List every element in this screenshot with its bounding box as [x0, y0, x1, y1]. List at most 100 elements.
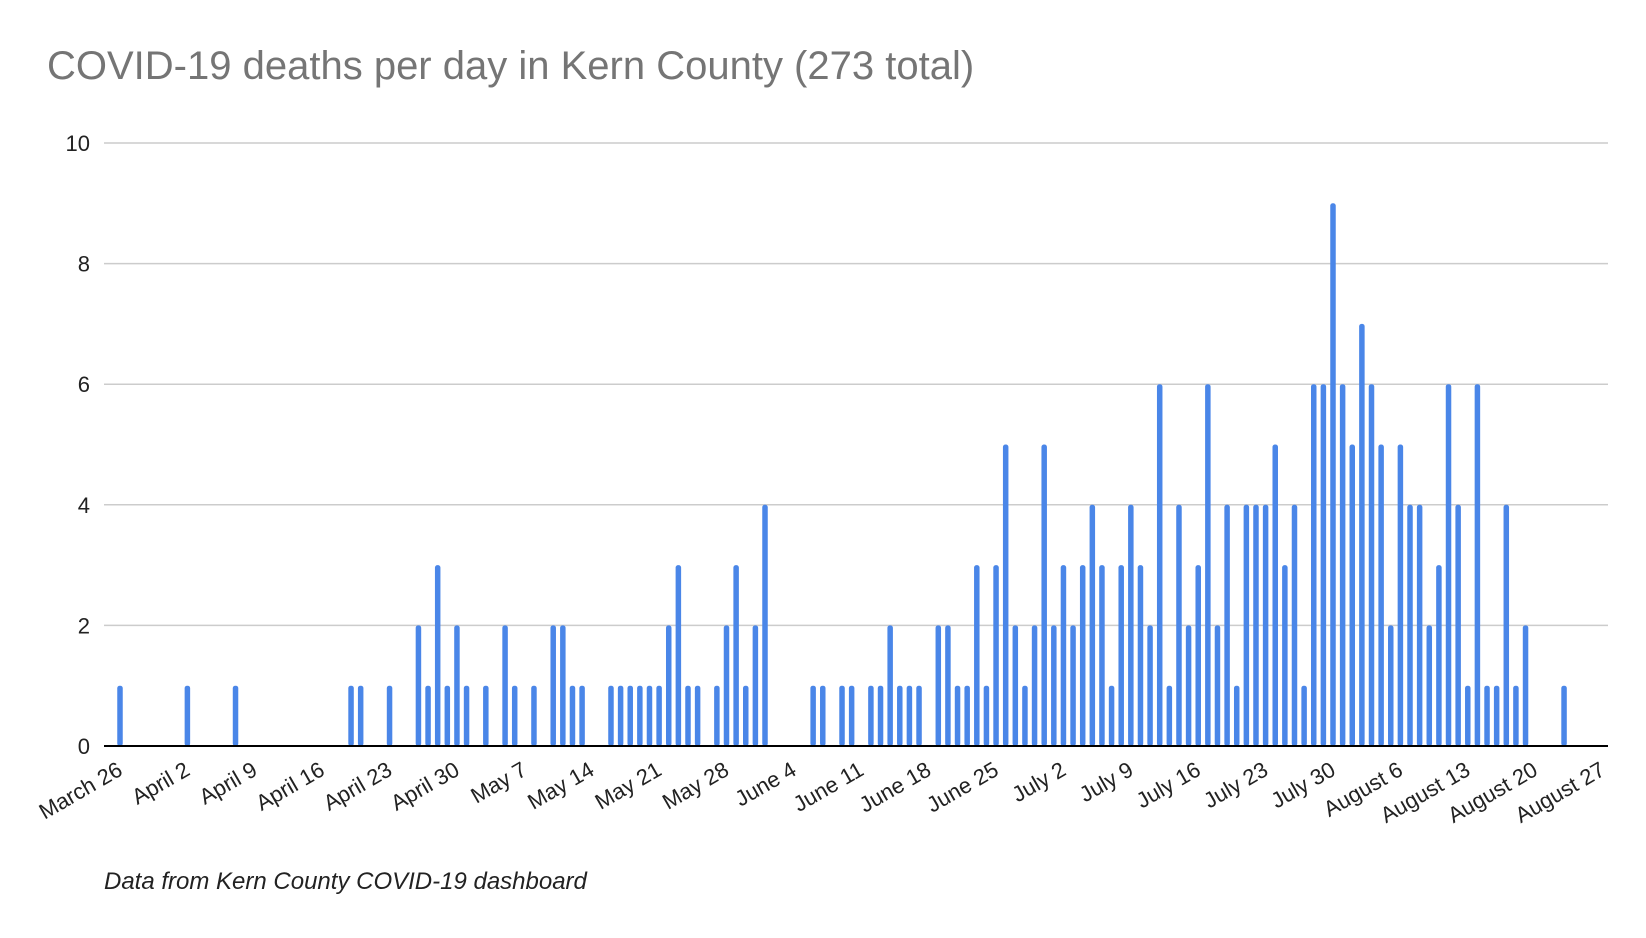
- x-tick-label: June 11: [789, 757, 868, 817]
- bar: [974, 565, 980, 746]
- bar: [1436, 565, 1442, 746]
- bar: [1224, 504, 1230, 746]
- bar: [983, 685, 990, 746]
- x-tick-label: June 18: [855, 757, 935, 818]
- bar: [1301, 685, 1307, 746]
- bar: [637, 685, 643, 746]
- bars: [117, 203, 1567, 747]
- bar: [415, 625, 422, 746]
- bar: [1388, 625, 1394, 746]
- bar: [1041, 444, 1047, 746]
- bar: [1349, 444, 1356, 746]
- bar: [1445, 384, 1452, 746]
- bar: [694, 685, 701, 746]
- x-tick-label: June 4: [731, 757, 801, 812]
- bar: [964, 685, 970, 746]
- bar: [608, 685, 614, 746]
- bar: [1176, 504, 1182, 746]
- bar: [1012, 625, 1019, 746]
- x-tick-label: May 7: [466, 757, 530, 809]
- x-tick-label: March 26: [35, 757, 127, 825]
- x-tick-label: April 2: [127, 757, 194, 810]
- bar: [733, 565, 739, 746]
- y-tick-label: 0: [78, 734, 90, 759]
- bar: [1147, 625, 1153, 746]
- x-tick-label: July 9: [1075, 757, 1137, 807]
- bar: [723, 625, 730, 746]
- bar: [1243, 504, 1250, 746]
- bar: [1503, 504, 1510, 746]
- bar: [1513, 685, 1519, 746]
- bar: [1108, 685, 1115, 746]
- bar: [627, 685, 633, 746]
- bar: [1330, 203, 1336, 747]
- bar: [646, 685, 653, 746]
- bar: [502, 625, 508, 746]
- bar: [848, 685, 855, 746]
- x-tick-label: July 2: [1008, 757, 1070, 807]
- bar: [810, 685, 816, 746]
- bar: [1253, 504, 1259, 746]
- bar: [1282, 565, 1288, 746]
- bar: [425, 685, 431, 746]
- bar: [743, 685, 749, 746]
- bar: [579, 685, 585, 746]
- bar: [1205, 384, 1211, 746]
- bar: [1426, 625, 1433, 746]
- bar: [1368, 384, 1375, 746]
- bar: [916, 685, 922, 746]
- bar: [1195, 565, 1201, 746]
- bar: [550, 625, 556, 746]
- bar: [1128, 504, 1134, 746]
- bar: [762, 504, 768, 746]
- bar: [877, 685, 884, 746]
- bar: [1378, 444, 1384, 746]
- y-tick-label: 10: [66, 131, 90, 156]
- bar: [463, 685, 470, 746]
- bar: [887, 625, 893, 746]
- x-tick-label: July 16: [1132, 757, 1205, 814]
- bar: [656, 685, 662, 746]
- bar: [1310, 384, 1317, 746]
- bar: [117, 685, 123, 746]
- x-tick-label: April 9: [195, 757, 262, 810]
- bar: [1185, 625, 1192, 746]
- x-tick-label: June 25: [922, 757, 1002, 818]
- bar: [1002, 444, 1009, 746]
- bar: [348, 685, 354, 746]
- y-tick-label: 6: [78, 372, 90, 397]
- bar: [714, 685, 720, 746]
- bar: [906, 685, 913, 746]
- x-tick-label: May 28: [658, 757, 733, 815]
- bar: [820, 685, 826, 746]
- bar: [752, 625, 759, 746]
- bar: [675, 565, 682, 746]
- y-tick-label: 2: [78, 613, 90, 638]
- bar: [617, 685, 624, 746]
- bar: [1166, 685, 1173, 746]
- bar: [569, 685, 576, 746]
- bar: [839, 685, 845, 746]
- bar: [232, 685, 239, 746]
- bar: [1561, 685, 1567, 746]
- bar: [483, 685, 489, 746]
- bar: [1079, 565, 1086, 746]
- bar: [993, 565, 999, 746]
- bar: [1474, 384, 1481, 746]
- bar: [1060, 565, 1067, 746]
- bar: [1262, 504, 1269, 746]
- bar: [184, 685, 191, 746]
- bar: [1118, 565, 1124, 746]
- bar: [897, 685, 903, 746]
- x-tick-label: May 21: [591, 757, 666, 815]
- bar: [1493, 685, 1500, 746]
- bar: [1137, 565, 1144, 746]
- bar: [1099, 565, 1105, 746]
- bar: [1070, 625, 1076, 746]
- bar: [945, 625, 951, 746]
- bar: [1359, 323, 1365, 746]
- bar: [434, 565, 441, 746]
- x-tick-label: April 23: [319, 757, 396, 816]
